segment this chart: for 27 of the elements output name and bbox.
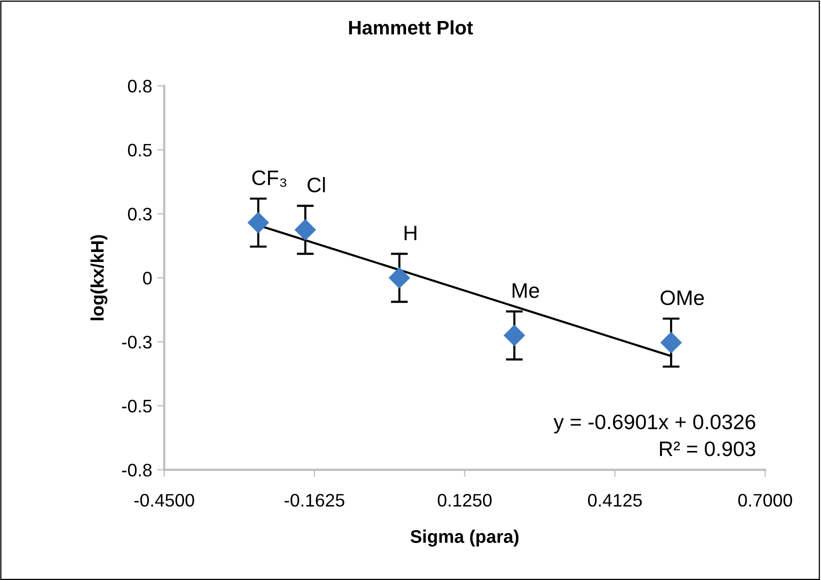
- x-tick-label: 0.7000: [738, 494, 792, 507]
- y-tick-label: 0.3: [128, 208, 152, 221]
- y-tick-label: -0.5: [122, 400, 152, 413]
- annotation: OMe: [660, 290, 704, 306]
- point: [294, 219, 316, 240]
- x-tick-label: 0.1250: [438, 494, 492, 507]
- annotation: Cl: [308, 177, 325, 192]
- y-tick-label: 0: [143, 272, 152, 285]
- y-tick-label: -0.8: [122, 464, 152, 477]
- annotation: H: [404, 226, 416, 240]
- point: [388, 267, 410, 288]
- y-tick-label: 0.5: [128, 144, 152, 157]
- y-tick-label: -0.3: [122, 336, 152, 349]
- x-tick-label: 0.4125: [588, 494, 642, 507]
- y-axis-title: log(kx/kH): [90, 235, 108, 320]
- x-tick-label: -0.4500: [134, 494, 194, 507]
- x-tick-label: -0.1625: [284, 494, 344, 507]
- chart-title: Hammett Plot: [349, 20, 473, 35]
- annotation: CF₃: [252, 170, 286, 187]
- point: [248, 212, 269, 234]
- y-tick-label: 0.8: [128, 80, 152, 93]
- point: [660, 332, 682, 354]
- annotation: R² = 0.903: [660, 441, 756, 456]
- x-axis-title: Sigma (para): [410, 530, 518, 547]
- annotation: y = -0.6901x + 0.0326: [554, 414, 756, 434]
- annotation: Me: [512, 283, 539, 298]
- point: [504, 324, 525, 346]
